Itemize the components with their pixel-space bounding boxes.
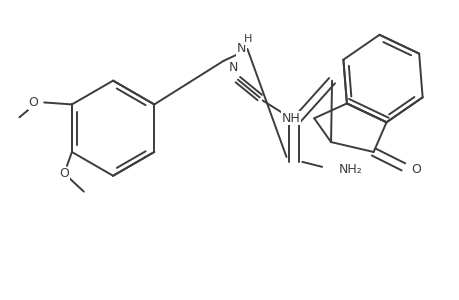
- Text: O: O: [59, 167, 69, 180]
- Text: NH₂: NH₂: [338, 163, 362, 176]
- Text: NH: NH: [281, 112, 300, 125]
- Text: N: N: [236, 42, 246, 56]
- Text: H: H: [244, 34, 252, 44]
- Text: N: N: [228, 61, 237, 74]
- Text: O: O: [410, 163, 420, 176]
- Text: O: O: [28, 96, 38, 109]
